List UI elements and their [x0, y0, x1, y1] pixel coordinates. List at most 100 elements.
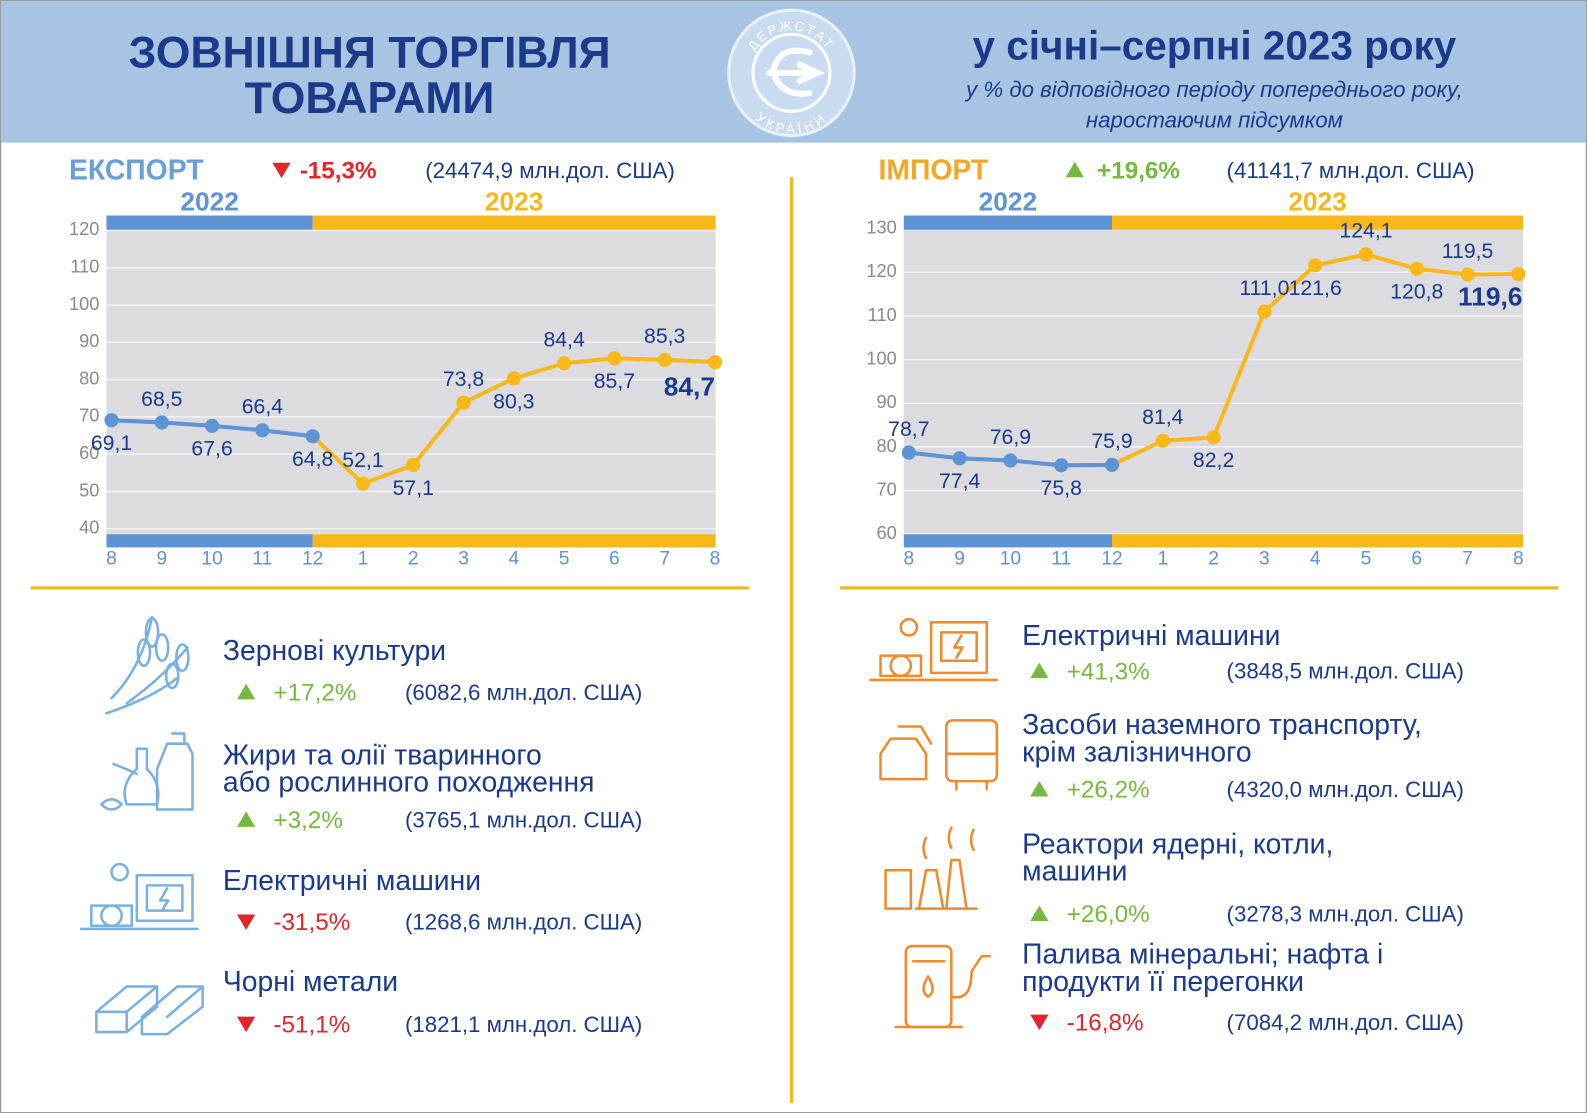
data-point: [1003, 453, 1018, 468]
data-point: [205, 418, 220, 433]
arrow-down: [237, 914, 256, 930]
value-label: 111,0: [1239, 276, 1289, 300]
item-change: +26,2%: [1067, 777, 1150, 804]
item-label: крім залізничного: [1022, 736, 1251, 768]
data-point: [657, 352, 672, 367]
value-label: 57,1: [393, 476, 434, 500]
data-point: [1104, 457, 1120, 472]
value-label: 78,7: [888, 417, 929, 441]
value-label: 119,5: [1442, 239, 1494, 263]
item-change: -16,8%: [1067, 1009, 1144, 1036]
icon-factory: [884, 826, 978, 910]
value-label: 120,8: [1390, 280, 1443, 304]
chart-change: -15,3%: [300, 157, 377, 184]
data-point: [1409, 261, 1424, 276]
arrow-up: [1065, 161, 1084, 178]
data-point: [901, 445, 916, 460]
main-title: ЗОВНІШНЯ ТОРГІВЛЯ: [128, 28, 610, 77]
y-tick-label: 110: [868, 305, 897, 325]
x-tick-label: 1: [1157, 549, 1168, 570]
connector: [311, 434, 365, 486]
series-line: [1162, 252, 1519, 443]
x-tick-label: 11: [252, 549, 272, 570]
y-tick-label: 120: [866, 261, 896, 281]
data-point: [255, 423, 270, 438]
x-tick-label: 1: [358, 549, 369, 570]
item-amount: (4320,0 млн.дол. США): [1227, 777, 1464, 802]
x-tick-label: 4: [1310, 549, 1321, 570]
item-amount: (7084,2 млн.дол. США): [1227, 1010, 1464, 1035]
item-label: або рослинного походження: [223, 767, 595, 799]
x-tick-label: 3: [1259, 549, 1270, 570]
y-tick-label: 100: [866, 348, 896, 368]
item-label: машини: [1022, 856, 1127, 888]
value-label: 124,1: [1339, 219, 1392, 243]
value-label: 66,4: [242, 395, 284, 419]
x-tick-label: 10: [1000, 549, 1021, 570]
data-point: [1054, 458, 1069, 473]
x-tick-label: 6: [1411, 549, 1422, 570]
arrow-up: [1030, 781, 1049, 797]
y-tick-label: 40: [79, 518, 99, 538]
item-label: Реактори ядерні, котли,: [1022, 828, 1333, 860]
value-label: 85,7: [594, 369, 635, 393]
connector: [1111, 439, 1164, 467]
value-label: 67,6: [191, 437, 232, 461]
x-tick-label: 7: [1462, 549, 1473, 570]
icon-grain: [105, 615, 190, 715]
y-tick-label: 80: [79, 368, 99, 388]
legend-label: 2022: [180, 186, 239, 216]
value-label: 82,2: [1193, 448, 1234, 472]
x-tick-label: 12: [1101, 549, 1122, 570]
x-tick-label: 11: [1051, 549, 1071, 570]
data-point: [1257, 304, 1272, 319]
x-tick-label: 8: [1513, 549, 1524, 570]
y-tick-label: 90: [79, 331, 99, 351]
period-band: [106, 215, 313, 230]
value-label: 84,7: [664, 371, 715, 401]
item-change: -31,5%: [273, 909, 350, 936]
data-point: [104, 413, 119, 428]
data-point: [607, 351, 622, 366]
x-tick-label: 8: [710, 549, 721, 570]
item-amount: (1268,6 млн.дол. США): [405, 910, 642, 935]
icon-oil: [100, 732, 194, 811]
series-line: [362, 356, 716, 486]
data-point: [154, 415, 169, 430]
period-title: у січні–серпні 2023 року: [973, 22, 1457, 68]
item-amount: (3848,5 млн.дол. США): [1227, 659, 1464, 684]
main-title: ТОВАРАМИ: [245, 74, 495, 123]
y-tick-label: 90: [876, 392, 896, 412]
chart-title: ІМПОРТ: [878, 154, 988, 186]
data-point: [456, 395, 471, 410]
arrow-up: [237, 683, 256, 700]
value-label: 69,1: [91, 431, 132, 455]
data-point: [952, 451, 967, 466]
plot-area: [903, 229, 1524, 535]
value-label: 73,8: [443, 367, 484, 391]
chart-title: ЕКСПОРТ: [69, 154, 204, 186]
item-amount: (1821,1 млн.дол. США): [405, 1012, 642, 1037]
x-tick-label: 2: [1208, 549, 1219, 570]
arrow-down: [272, 162, 291, 179]
x-tick-label: 7: [659, 549, 670, 570]
x-tick-label: 12: [302, 549, 323, 570]
x-tick-label: 5: [1361, 549, 1372, 570]
data-point: [355, 476, 371, 491]
item-change: +3,2%: [273, 807, 342, 834]
legend-label: 2023: [485, 186, 544, 216]
legend-label: 2022: [979, 186, 1038, 216]
icon-fuel: [894, 944, 992, 1029]
x-tick-label: 10: [201, 549, 222, 570]
y-tick-label: 100: [69, 294, 99, 314]
arrow-up: [1030, 662, 1049, 679]
value-label: 121,6: [1289, 276, 1342, 300]
item-label: Чорні метали: [223, 966, 398, 998]
x-tick-label: 9: [156, 549, 167, 570]
value-label: 81,4: [1142, 405, 1184, 429]
item-label: Палива мінеральні; нафта і: [1022, 939, 1383, 971]
value-label: 77,4: [939, 469, 981, 493]
x-tick-label: 9: [954, 549, 965, 570]
